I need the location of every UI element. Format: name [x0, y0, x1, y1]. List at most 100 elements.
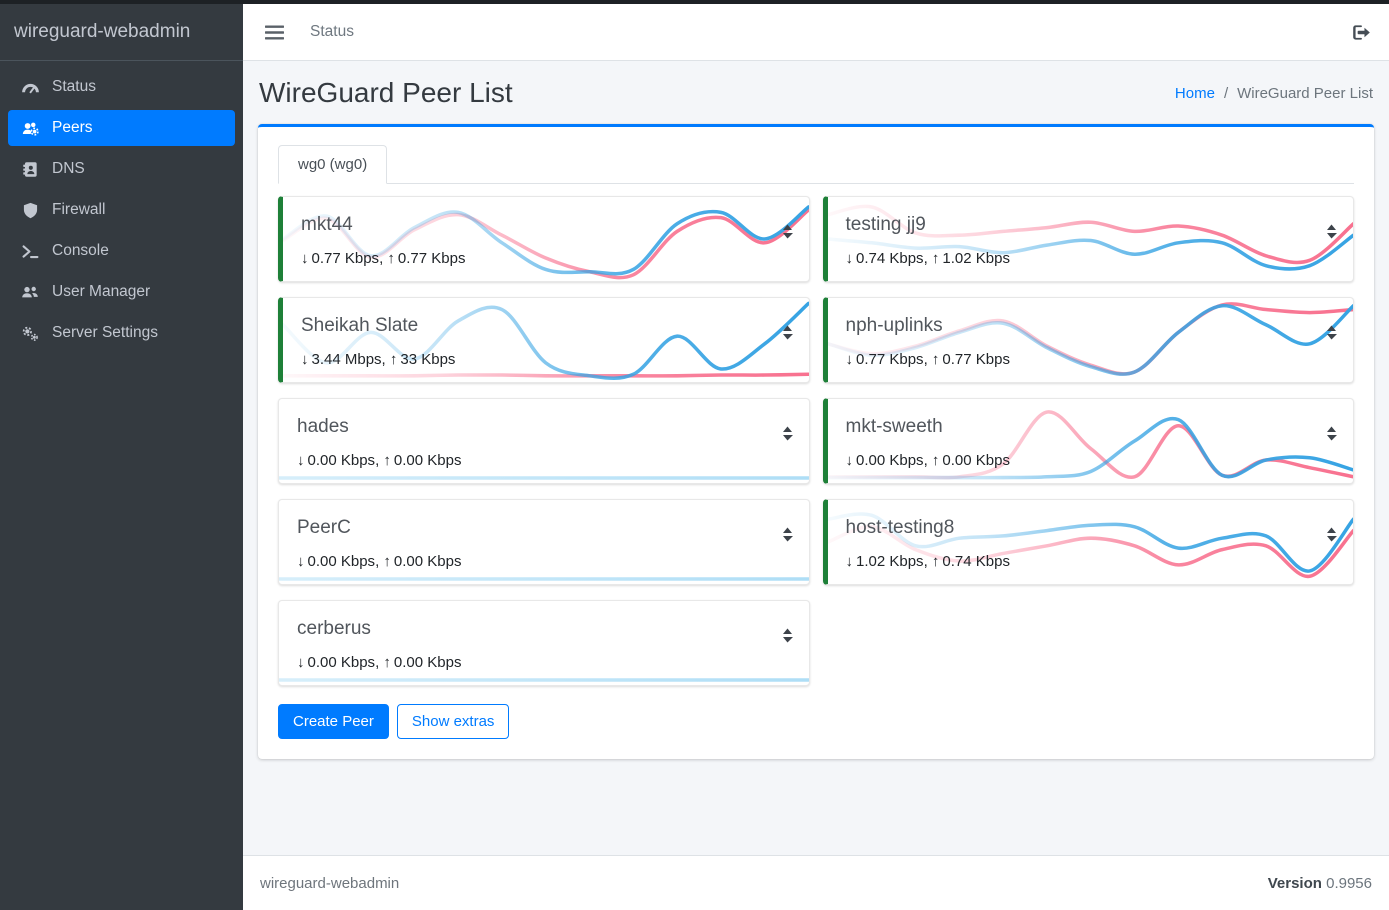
peer-traffic-stats: ↓ 0.77 Kbps, ↑ 0.77 Kbps: [301, 250, 466, 267]
traffic-sparkline-chart: [279, 577, 809, 581]
upload-arrow-icon: ↑: [383, 654, 391, 671]
breadcrumb-home-link[interactable]: Home: [1174, 84, 1215, 102]
download-rate: 0.74 Kbps: [856, 250, 924, 267]
peer-card[interactable]: hades ↓ 0.00 Kbps, ↑ 0.00 Kbps: [278, 398, 810, 484]
sidebar-item-label: Server Settings: [52, 324, 158, 341]
download-arrow-icon: ↓: [301, 351, 309, 368]
footer: wireguard-webadmin Version 0.9956: [243, 855, 1389, 910]
peer-traffic-stats: ↓ 0.00 Kbps, ↑ 0.00 Kbps: [845, 452, 1010, 469]
navbar-status-link[interactable]: Status: [310, 23, 354, 40]
peer-name: nph-uplinks: [845, 315, 943, 336]
upload-arrow-icon: ↑: [931, 553, 940, 570]
page-title: WireGuard Peer List: [259, 77, 513, 108]
sort-handle-icon[interactable]: [1326, 426, 1337, 441]
download-arrow-icon: ↓: [297, 654, 305, 671]
peer-name: host-testing8: [845, 517, 955, 538]
download-arrow-icon: ↓: [845, 351, 854, 368]
tab-wg0[interactable]: wg0 (wg0): [278, 145, 388, 184]
sidebar-item-label: Peers: [52, 119, 93, 136]
sidebar-item-server-settings[interactable]: Server Settings: [8, 315, 235, 351]
sidebar-item-label: Status: [52, 78, 96, 95]
upload-rate: 0.77 Kbps: [942, 351, 1010, 368]
upload-arrow-icon: ↑: [383, 553, 391, 570]
traffic-sparkline-chart: [279, 678, 809, 682]
traffic-sparkline-chart: [827, 302, 1353, 376]
download-arrow-icon: ↓: [845, 250, 854, 267]
peer-traffic-stats: ↓ 1.02 Kbps, ↑ 0.74 Kbps: [845, 553, 1010, 570]
breadcrumb-separator: /: [1223, 84, 1229, 102]
create-peer-button[interactable]: Create Peer: [278, 704, 389, 739]
sidebar-item-firewall[interactable]: Firewall: [8, 192, 235, 228]
download-rate: 0.77 Kbps: [311, 250, 380, 267]
sort-handle-icon[interactable]: [782, 224, 793, 239]
peer-card[interactable]: host-testing8 ↓ 1.02 Kbps, ↑ 0.74 Kbps: [822, 499, 1354, 585]
peer-card[interactable]: PeerC ↓ 0.00 Kbps, ↑ 0.00 Kbps: [278, 499, 810, 585]
sort-handle-icon[interactable]: [1326, 325, 1337, 340]
sort-handle-icon[interactable]: [782, 527, 793, 542]
peer-card[interactable]: testing jj9 ↓ 0.74 Kbps, ↑ 1.02 Kbps: [822, 196, 1354, 282]
sidebar-nav: Status Peers DNS Firewall Console User M…: [0, 61, 243, 364]
footer-brand: wireguard-webadmin: [260, 874, 400, 892]
upload-rate: 0.00 Kbps: [942, 452, 1010, 469]
download-rate: 3.44 Mbps: [311, 351, 382, 368]
peer-card[interactable]: mkt44 ↓ 0.77 Kbps, ↑ 0.77 Kbps: [278, 196, 810, 282]
logout-icon[interactable]: [1352, 24, 1371, 41]
sort-handle-icon[interactable]: [782, 628, 793, 643]
gauge-icon: [18, 79, 42, 96]
peer-traffic-stats: ↓ 0.74 Kbps, ↑ 1.02 Kbps: [845, 250, 1010, 267]
upload-arrow-icon: ↑: [931, 250, 940, 267]
sidebar-item-label: Console: [52, 242, 109, 259]
download-arrow-icon: ↓: [845, 553, 854, 570]
peer-card[interactable]: Sheikah Slate ↓ 3.44 Mbps, ↑ 33 Kbps: [278, 297, 810, 383]
download-rate: 1.02 Kbps: [856, 553, 924, 570]
download-arrow-icon: ↓: [301, 250, 309, 267]
peer-name: PeerC: [297, 517, 351, 538]
interface-tabs: wg0 (wg0): [278, 127, 1354, 184]
users-cog-icon: [18, 120, 42, 137]
peer-column-right: testing jj9 ↓ 0.74 Kbps, ↑ 1.02 Kbps nph-u…: [822, 196, 1354, 701]
upload-rate: 0.74 Kbps: [942, 553, 1010, 570]
sort-handle-icon[interactable]: [782, 426, 793, 441]
sidebar-item-label: Firewall: [52, 201, 106, 218]
window-top-strip: [0, 0, 1389, 4]
sort-handle-icon[interactable]: [782, 325, 793, 340]
sidebar-item-label: DNS: [52, 160, 85, 177]
peer-traffic-stats: ↓ 0.77 Kbps, ↑ 0.77 Kbps: [845, 351, 1010, 368]
peer-card[interactable]: cerberus ↓ 0.00 Kbps, ↑ 0.00 Kbps: [278, 600, 810, 686]
peer-card[interactable]: mkt-sweeth ↓ 0.00 Kbps, ↑ 0.00 Kbps: [822, 398, 1354, 484]
download-rate: 0.00 Kbps: [307, 654, 376, 671]
peer-traffic-stats: ↓ 3.44 Mbps, ↑ 33 Kbps: [301, 351, 456, 368]
show-extras-button[interactable]: Show extras: [396, 704, 510, 739]
traffic-sparkline-chart: [827, 512, 1353, 579]
sidebar: wireguard-webadmin Status Peers DNS Fire…: [0, 4, 243, 910]
sort-handle-icon[interactable]: [1326, 224, 1337, 239]
sort-handle-icon[interactable]: [1326, 527, 1337, 542]
footer-version-value: 0.9956: [1326, 874, 1372, 892]
upload-arrow-icon: ↑: [387, 250, 395, 267]
sidebar-item-console[interactable]: Console: [8, 233, 235, 269]
upload-rate: 0.77 Kbps: [397, 250, 466, 267]
peer-name: hades: [297, 416, 349, 437]
hamburger-menu-icon[interactable]: [261, 19, 288, 46]
users-icon: [18, 284, 42, 300]
peer-name: mkt-sweeth: [845, 416, 943, 437]
peer-list-card: wg0 (wg0) mkt44 ↓ 0.77 Kbps, ↑ 0.77 Kbps S…: [258, 124, 1374, 759]
sidebar-item-dns[interactable]: DNS: [8, 151, 235, 187]
upload-rate: 0.00 Kbps: [393, 553, 462, 570]
download-arrow-icon: ↓: [845, 452, 854, 469]
sidebar-item-label: User Manager: [52, 283, 151, 300]
peer-name: cerberus: [297, 618, 371, 639]
peer-card[interactable]: nph-uplinks ↓ 0.77 Kbps, ↑ 0.77 Kbps: [822, 297, 1354, 383]
upload-arrow-icon: ↑: [383, 452, 391, 469]
sidebar-brand[interactable]: wireguard-webadmin: [0, 4, 243, 61]
peer-traffic-stats: ↓ 0.00 Kbps, ↑ 0.00 Kbps: [297, 654, 462, 671]
peer-name: Sheikah Slate: [301, 315, 419, 336]
sidebar-item-peers[interactable]: Peers: [8, 110, 235, 146]
sidebar-item-user-manager[interactable]: User Manager: [8, 274, 235, 310]
download-rate: 0.00 Kbps: [856, 452, 924, 469]
footer-version-label: Version: [1267, 874, 1322, 892]
sidebar-item-status[interactable]: Status: [8, 69, 235, 105]
traffic-sparkline-chart: [283, 205, 809, 280]
traffic-sparkline-chart: [827, 204, 1353, 271]
upload-rate: 0.00 Kbps: [393, 654, 462, 671]
